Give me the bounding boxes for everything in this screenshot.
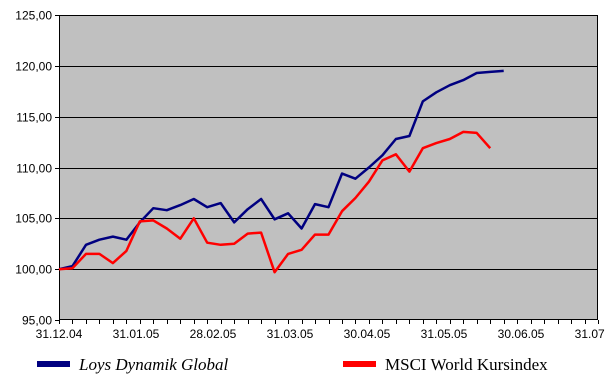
x-tick-label: 31.05.05	[421, 327, 468, 341]
x-tick-label: 31.07.05	[575, 327, 605, 341]
legend: Loys Dynamik Global MSCI World Kursindex	[37, 355, 548, 374]
y-tick-label: 125,00	[15, 9, 52, 23]
plot-border	[59, 15, 598, 320]
y-axis: 95,00 100,00 105,00 110,00 115,00 120,00 125,0…	[15, 9, 59, 328]
y-tick-label: 100,00	[15, 263, 52, 277]
x-tick-label: 31.01.05	[113, 327, 160, 341]
x-tick-label: 31.03.05	[267, 327, 314, 341]
series-line-loys-dynamik-global	[58, 69, 504, 271]
series-line-msci-world-kursindex	[58, 130, 492, 274]
x-tick-label: 30.06.05	[498, 327, 545, 341]
x-tick-label: 30.04.05	[344, 327, 391, 341]
series-layer	[58, 69, 504, 274]
plot-area	[59, 15, 598, 320]
y-tick-label: 115,00	[16, 111, 52, 125]
x-axis: 31.12.04 31.01.05 28.02.05 31.03.05 30.04.05…	[36, 320, 605, 341]
gridlines	[59, 66, 598, 270]
x-tick-label: 31.12.04	[36, 327, 83, 341]
legend-label-msci-world-kursindex: MSCI World Kursindex	[385, 355, 548, 374]
x-tick-label: 28.02.05	[190, 327, 237, 341]
y-tick-label: 95,00	[22, 314, 52, 328]
y-tick-label: 110,00	[16, 162, 52, 176]
legend-label-loys-dynamik-global: Loys Dynamik Global	[78, 355, 228, 374]
y-tick-label: 120,00	[15, 60, 52, 74]
y-tick-label: 105,00	[15, 212, 52, 226]
